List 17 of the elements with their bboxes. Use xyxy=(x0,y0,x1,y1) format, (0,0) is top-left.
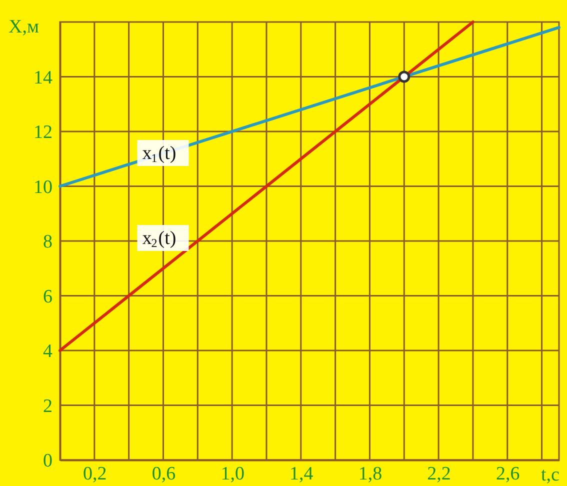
x-tick-label: 0,2 xyxy=(83,464,107,484)
x-axis-title: t,c xyxy=(541,464,560,486)
y-tick-label: 8 xyxy=(43,232,52,252)
x-tick-label: 2,6 xyxy=(496,464,520,484)
y-axis-title: X,м xyxy=(8,16,39,38)
y-tick-label: 2 xyxy=(43,396,52,417)
x-tick-label: 1,8 xyxy=(358,464,382,484)
y-tick-label: 0 xyxy=(43,450,52,472)
x-tick-label: 0,6 xyxy=(152,464,176,484)
x-tick-label: 1,4 xyxy=(290,464,314,484)
y-tick-label: 12 xyxy=(34,122,52,143)
x-tick-label: 1,0 xyxy=(220,464,244,484)
y-tick-label: 6 xyxy=(43,286,52,308)
y-tick-label: 4 xyxy=(43,341,53,362)
y-tick-label: 10 xyxy=(34,176,52,198)
x-tick-label: 2,2 xyxy=(427,464,451,484)
y-tick-label: 14 xyxy=(34,67,53,88)
